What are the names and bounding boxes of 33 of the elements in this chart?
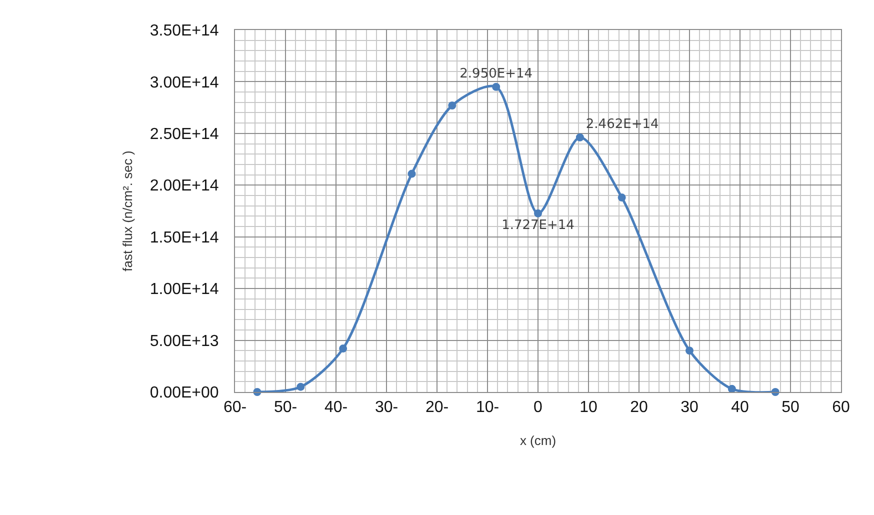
y-tick-label: 3.00E+14 — [150, 74, 219, 92]
point — [686, 346, 694, 355]
x-tick-label: 60- — [223, 399, 247, 416]
y-tick-label: 5.00E+13 — [150, 332, 219, 350]
x-axis-title: x (cm) — [520, 432, 556, 448]
x-tick-label: 50 — [782, 399, 800, 416]
x-tick-label: 60 — [832, 399, 850, 416]
point — [492, 82, 500, 91]
x-tick-label: 30- — [374, 399, 398, 416]
y-axis-title: fast flux (n/cm². sec ) — [120, 150, 135, 272]
x-tick-label: 40 — [731, 399, 749, 416]
x-tick-label: 10- — [476, 399, 500, 416]
x-tick-label: 20- — [425, 399, 449, 416]
y-tick-label: 3.50E+14 — [150, 22, 219, 40]
x-tick-label: 30 — [680, 399, 698, 416]
y-tick-label: 2.50E+14 — [150, 126, 219, 144]
point — [618, 194, 626, 202]
point — [339, 344, 348, 353]
x-tick-label: 40- — [324, 399, 348, 416]
point — [534, 209, 542, 218]
x-tick-label: 10 — [580, 399, 598, 416]
point — [296, 382, 305, 391]
y-tick-label: 1.50E+14 — [150, 229, 219, 246]
point — [576, 133, 584, 142]
x-tick-label: 0 — [534, 399, 543, 416]
x-tick-label: 50- — [274, 399, 298, 416]
point — [448, 102, 456, 110]
point — [408, 170, 416, 178]
y-tick-label: 0.00E+00 — [150, 384, 219, 402]
y-tick-label: 2.00E+14 — [150, 178, 219, 195]
point — [728, 384, 736, 393]
y-tick-label: 1.00E+14 — [150, 281, 219, 298]
x-tick-label: 20 — [630, 399, 648, 416]
